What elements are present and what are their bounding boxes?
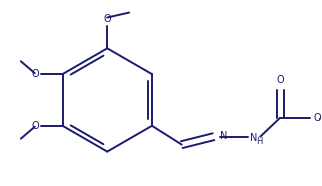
Text: O: O	[103, 15, 111, 25]
Text: O: O	[314, 113, 321, 123]
Text: O: O	[31, 121, 39, 131]
Text: N: N	[220, 131, 227, 141]
Text: N: N	[250, 133, 258, 143]
Text: O: O	[276, 75, 284, 85]
Text: H: H	[256, 137, 263, 146]
Text: O: O	[31, 69, 39, 79]
